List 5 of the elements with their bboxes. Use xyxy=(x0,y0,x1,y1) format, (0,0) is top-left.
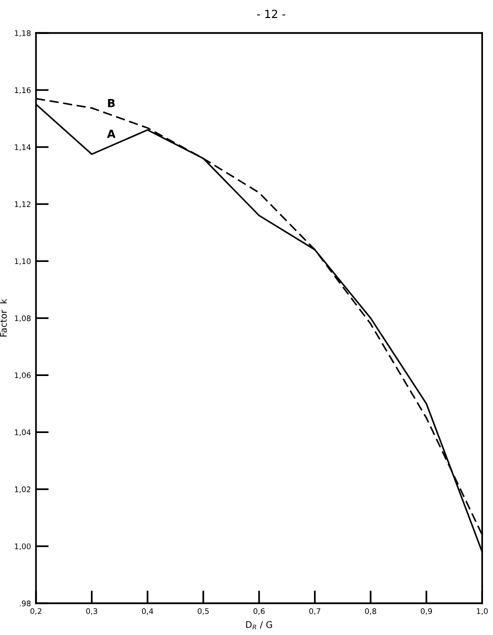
x-axis-title: D$_{R}$ / G xyxy=(246,621,272,630)
series-label: B xyxy=(108,99,115,108)
text: - 12 - xyxy=(257,10,286,18)
y-axis-title: Factor k xyxy=(0,298,7,337)
series-label: A xyxy=(107,130,116,138)
